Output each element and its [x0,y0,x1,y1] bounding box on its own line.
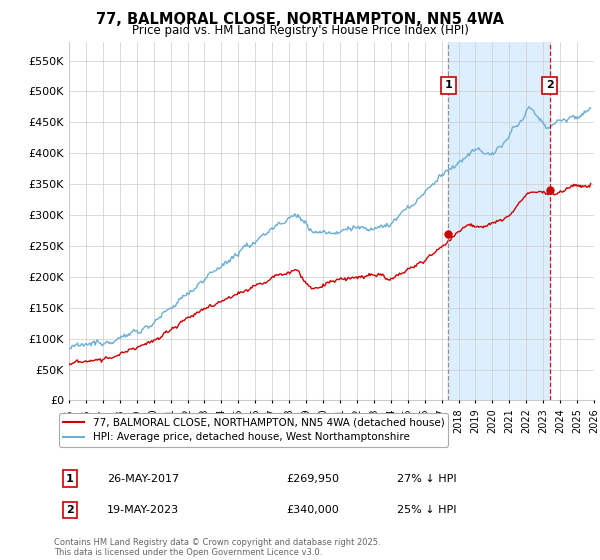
Text: 2: 2 [546,80,554,90]
Text: 77, BALMORAL CLOSE, NORTHAMPTON, NN5 4WA: 77, BALMORAL CLOSE, NORTHAMPTON, NN5 4WA [96,12,504,27]
Text: Price paid vs. HM Land Registry's House Price Index (HPI): Price paid vs. HM Land Registry's House … [131,24,469,36]
Text: 1: 1 [66,474,74,484]
Text: 26-MAY-2017: 26-MAY-2017 [107,474,179,484]
Text: £269,950: £269,950 [286,474,340,484]
Text: 19-MAY-2023: 19-MAY-2023 [107,505,179,515]
Text: £340,000: £340,000 [286,505,339,515]
Bar [448,42,550,400]
Text: 2: 2 [66,505,74,515]
Text: 1: 1 [445,80,452,90]
Legend: 77, BALMORAL CLOSE, NORTHAMPTON, NN5 4WA (detached house), HPI: Average price, d: 77, BALMORAL CLOSE, NORTHAMPTON, NN5 4WA… [59,413,448,446]
Text: 27% ↓ HPI: 27% ↓ HPI [397,474,457,484]
Text: 25% ↓ HPI: 25% ↓ HPI [397,505,457,515]
Text: Contains HM Land Registry data © Crown copyright and database right 2025.
This d: Contains HM Land Registry data © Crown c… [54,538,380,557]
